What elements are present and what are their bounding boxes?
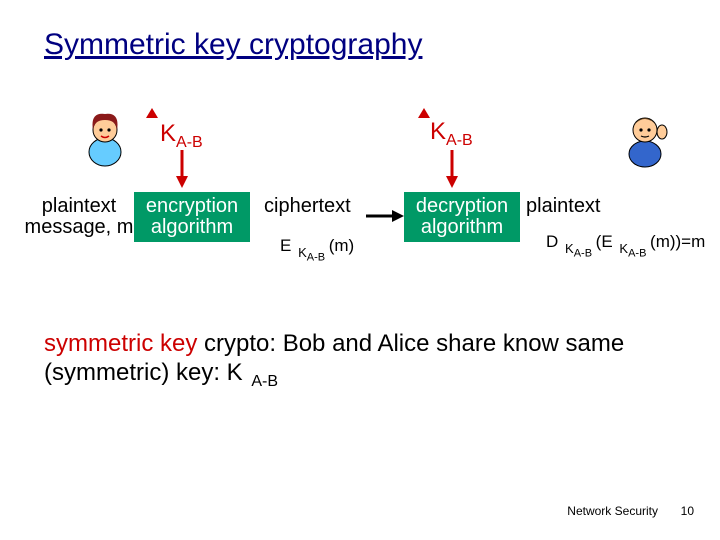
key-left-arrow-icon <box>174 150 190 190</box>
out-f-end: (m))=m <box>650 232 705 251</box>
out-f-D: D <box>546 232 558 251</box>
plaintext-input-line2: message, m <box>24 217 134 238</box>
enc-line1: encryption <box>142 196 242 217</box>
dec-line2: algorithm <box>412 217 512 238</box>
cipher-f-m: (m) <box>329 236 354 255</box>
key-right-base: K <box>430 118 446 145</box>
cipher-arrow-icon <box>366 208 406 224</box>
tiny-marker-right-icon <box>418 108 430 118</box>
dec-line1: decryption <box>412 196 512 217</box>
encryption-algorithm-box: encryption algorithm <box>134 192 250 242</box>
plaintext-input-line1: plaintext <box>24 196 134 217</box>
bob-icon <box>616 108 674 168</box>
cipher-f-E: E <box>280 236 291 255</box>
out-f-E: (E <box>596 232 613 251</box>
cipher-f-K: K <box>298 245 307 260</box>
ciphertext-label: ciphertext <box>264 196 351 217</box>
key-right-label: KA-B <box>430 118 473 150</box>
out-f-K1: K <box>565 241 574 256</box>
page-number: 10 <box>681 504 694 518</box>
summary-text: symmetric key crypto: Bob and Alice shar… <box>44 330 684 391</box>
key-right-sub: A-B <box>446 132 473 149</box>
alice-icon <box>76 108 134 168</box>
out-f-sub2: A-B <box>628 248 646 260</box>
out-f-sub1: A-B <box>574 248 592 260</box>
cipher-formula: E KA-B (m) <box>280 236 354 258</box>
decryption-algorithm-box: decryption algorithm <box>404 192 520 242</box>
key-left-sub: A-B <box>176 134 203 151</box>
plaintext-input-label: plaintext message, m <box>24 196 134 238</box>
out-f-K2: K <box>619 241 628 256</box>
plaintext-output-label: plaintext <box>526 196 601 217</box>
cipher-f-sub: A-B <box>307 252 325 264</box>
output-formula: D KA-B (E KA-B (m))=m <box>546 232 705 254</box>
summary-sub: A-B <box>251 373 278 390</box>
summary-red: symmetric key <box>44 330 197 357</box>
footer-text: Network Security <box>567 504 658 518</box>
key-left-label: KA-B <box>160 120 203 152</box>
key-right-arrow-icon <box>444 150 460 190</box>
key-left-base: K <box>160 120 176 147</box>
enc-line2: algorithm <box>142 217 242 238</box>
tiny-marker-left-icon <box>146 108 158 118</box>
page-title: Symmetric key cryptography <box>44 28 422 62</box>
